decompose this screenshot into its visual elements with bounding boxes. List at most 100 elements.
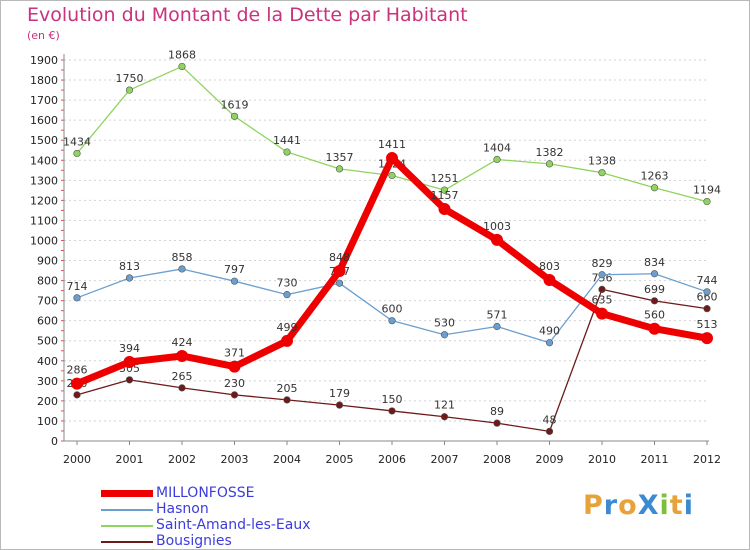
y-tick-label-13: 1300	[30, 174, 58, 187]
x-tick-label-4: 2004	[273, 453, 301, 466]
data-point-3-10	[596, 307, 608, 320]
data-point-3-9	[543, 273, 556, 286]
y-tick-label-12: 1200	[30, 194, 58, 207]
legend-label-0: MILLONFOSSE	[156, 485, 255, 501]
line-chart: 0 100 200 300 400 500 600 700 800 900 1000 1100 1200…	[30, 48, 721, 466]
data-label-3-6: 1411	[378, 138, 406, 151]
data-label-2-11: 834	[644, 256, 665, 269]
x-tick-label-2: 2002	[168, 453, 196, 466]
data-point-1-0	[73, 149, 81, 158]
data-label-3-2: 424	[172, 336, 193, 349]
data-point-2-5	[335, 279, 344, 287]
data-label-1-4: 1441	[273, 134, 301, 147]
legend-label-1: Hasnon	[156, 501, 209, 517]
y-tick-label-15: 1500	[30, 134, 58, 147]
y-tick-label-4: 400	[37, 355, 58, 368]
logo-letter-1: r	[603, 490, 619, 521]
x-tick-label-1: 2001	[116, 453, 144, 466]
y-tick-label-0: 0	[51, 435, 58, 448]
y-tick-label-5: 500	[37, 335, 58, 348]
data-point-2-2	[178, 265, 186, 273]
data-label-3-7: 1157	[431, 189, 459, 202]
data-point-0-10	[598, 285, 606, 294]
y-tick-label-10: 1000	[30, 234, 58, 247]
data-point-3-6	[386, 152, 398, 165]
data-label-0-9: 48	[543, 413, 557, 426]
legend-swatch-2	[101, 525, 153, 527]
data-label-0-2: 265	[172, 370, 193, 383]
data-label-3-3: 371	[224, 347, 245, 360]
legend-swatch-0	[101, 490, 153, 497]
series-2: 714813858797730787600530571490829834744	[67, 251, 718, 347]
x-tick-label-7: 2007	[431, 453, 459, 466]
y-tick-label-3: 300	[37, 375, 58, 388]
data-point-2-3	[230, 277, 239, 285]
y-tick-label-9: 900	[37, 255, 58, 268]
y-tick-label-2: 200	[37, 395, 58, 408]
series-1: 1434175018681619144113571324125114041382…	[63, 48, 721, 206]
data-point-3-2	[176, 349, 188, 362]
chart-subtitle: (en €)	[27, 29, 60, 42]
data-label-0-6: 150	[382, 393, 403, 406]
y-tick-label-7: 700	[37, 295, 58, 308]
data-label-0-8: 89	[490, 405, 504, 418]
data-label-2-8: 571	[487, 308, 508, 321]
data-label-3-11: 560	[644, 309, 665, 322]
data-point-0-8	[493, 419, 501, 427]
chart-title: Evolution du Montant de la Dette par Hab…	[27, 4, 468, 26]
data-label-2-10: 829	[592, 257, 613, 270]
y-tick-label-19: 1900	[30, 54, 58, 67]
data-point-2-6	[388, 317, 396, 325]
x-tick-label-8: 2008	[483, 453, 511, 466]
data-label-0-11: 699	[644, 283, 665, 296]
legend-label-2: Saint-Amand-les-Eaux	[156, 517, 311, 533]
data-point-0-5	[335, 401, 344, 409]
data-point-3-8	[491, 233, 503, 246]
data-point-3-3	[228, 360, 241, 373]
y-tick-label-14: 1400	[30, 154, 58, 167]
logo-letter-6: i	[683, 490, 694, 521]
x-tick-label-10: 2010	[588, 453, 616, 466]
data-label-1-5: 1357	[326, 151, 354, 164]
data-label-1-12: 1194	[693, 184, 721, 197]
logo-letter-5: t	[669, 490, 684, 521]
data-point-1-1	[125, 86, 134, 94]
data-label-3-12: 513	[697, 318, 718, 331]
data-point-1-9	[545, 160, 554, 168]
data-point-0-12	[703, 305, 711, 313]
data-point-2-11	[650, 270, 659, 278]
data-point-2-1	[125, 274, 134, 282]
data-label-2-0: 714	[67, 280, 88, 293]
series-3: 286 394 424 371 499 848 1411 1157 1003 803 635 560 5…	[67, 138, 718, 390]
data-point-2-9	[545, 339, 554, 347]
data-point-1-12	[703, 197, 711, 206]
data-point-2-0	[73, 294, 81, 302]
data-point-0-9	[545, 427, 554, 435]
data-point-0-1	[125, 376, 134, 384]
data-point-0-0	[73, 391, 81, 399]
data-label-1-11: 1263	[641, 170, 669, 183]
data-label-1-3: 1619	[221, 98, 249, 111]
data-point-3-0	[71, 377, 83, 390]
y-tick-label-16: 1600	[30, 114, 58, 127]
data-label-3-9: 803	[539, 260, 560, 273]
x-tick-label-9: 2009	[536, 453, 564, 466]
y-tick-label-8: 800	[37, 275, 58, 288]
y-tick-label-6: 600	[37, 315, 58, 328]
data-label-0-3: 230	[224, 377, 245, 390]
data-label-3-8: 1003	[483, 220, 511, 233]
data-point-2-10	[598, 271, 606, 279]
x-tick-label-6: 2006	[378, 453, 406, 466]
data-point-0-4	[283, 396, 291, 404]
data-label-3-4: 499	[277, 321, 298, 334]
data-point-2-4	[283, 291, 291, 299]
data-label-2-4: 730	[277, 277, 298, 290]
data-label-3-10: 635	[592, 294, 613, 307]
data-point-1-3	[230, 112, 239, 120]
series-line-1	[76, 65, 708, 203]
data-label-2-12: 744	[697, 274, 718, 287]
data-label-0-7: 121	[434, 399, 455, 412]
data-point-3-4	[281, 334, 293, 347]
data-point-1-10	[598, 169, 606, 177]
